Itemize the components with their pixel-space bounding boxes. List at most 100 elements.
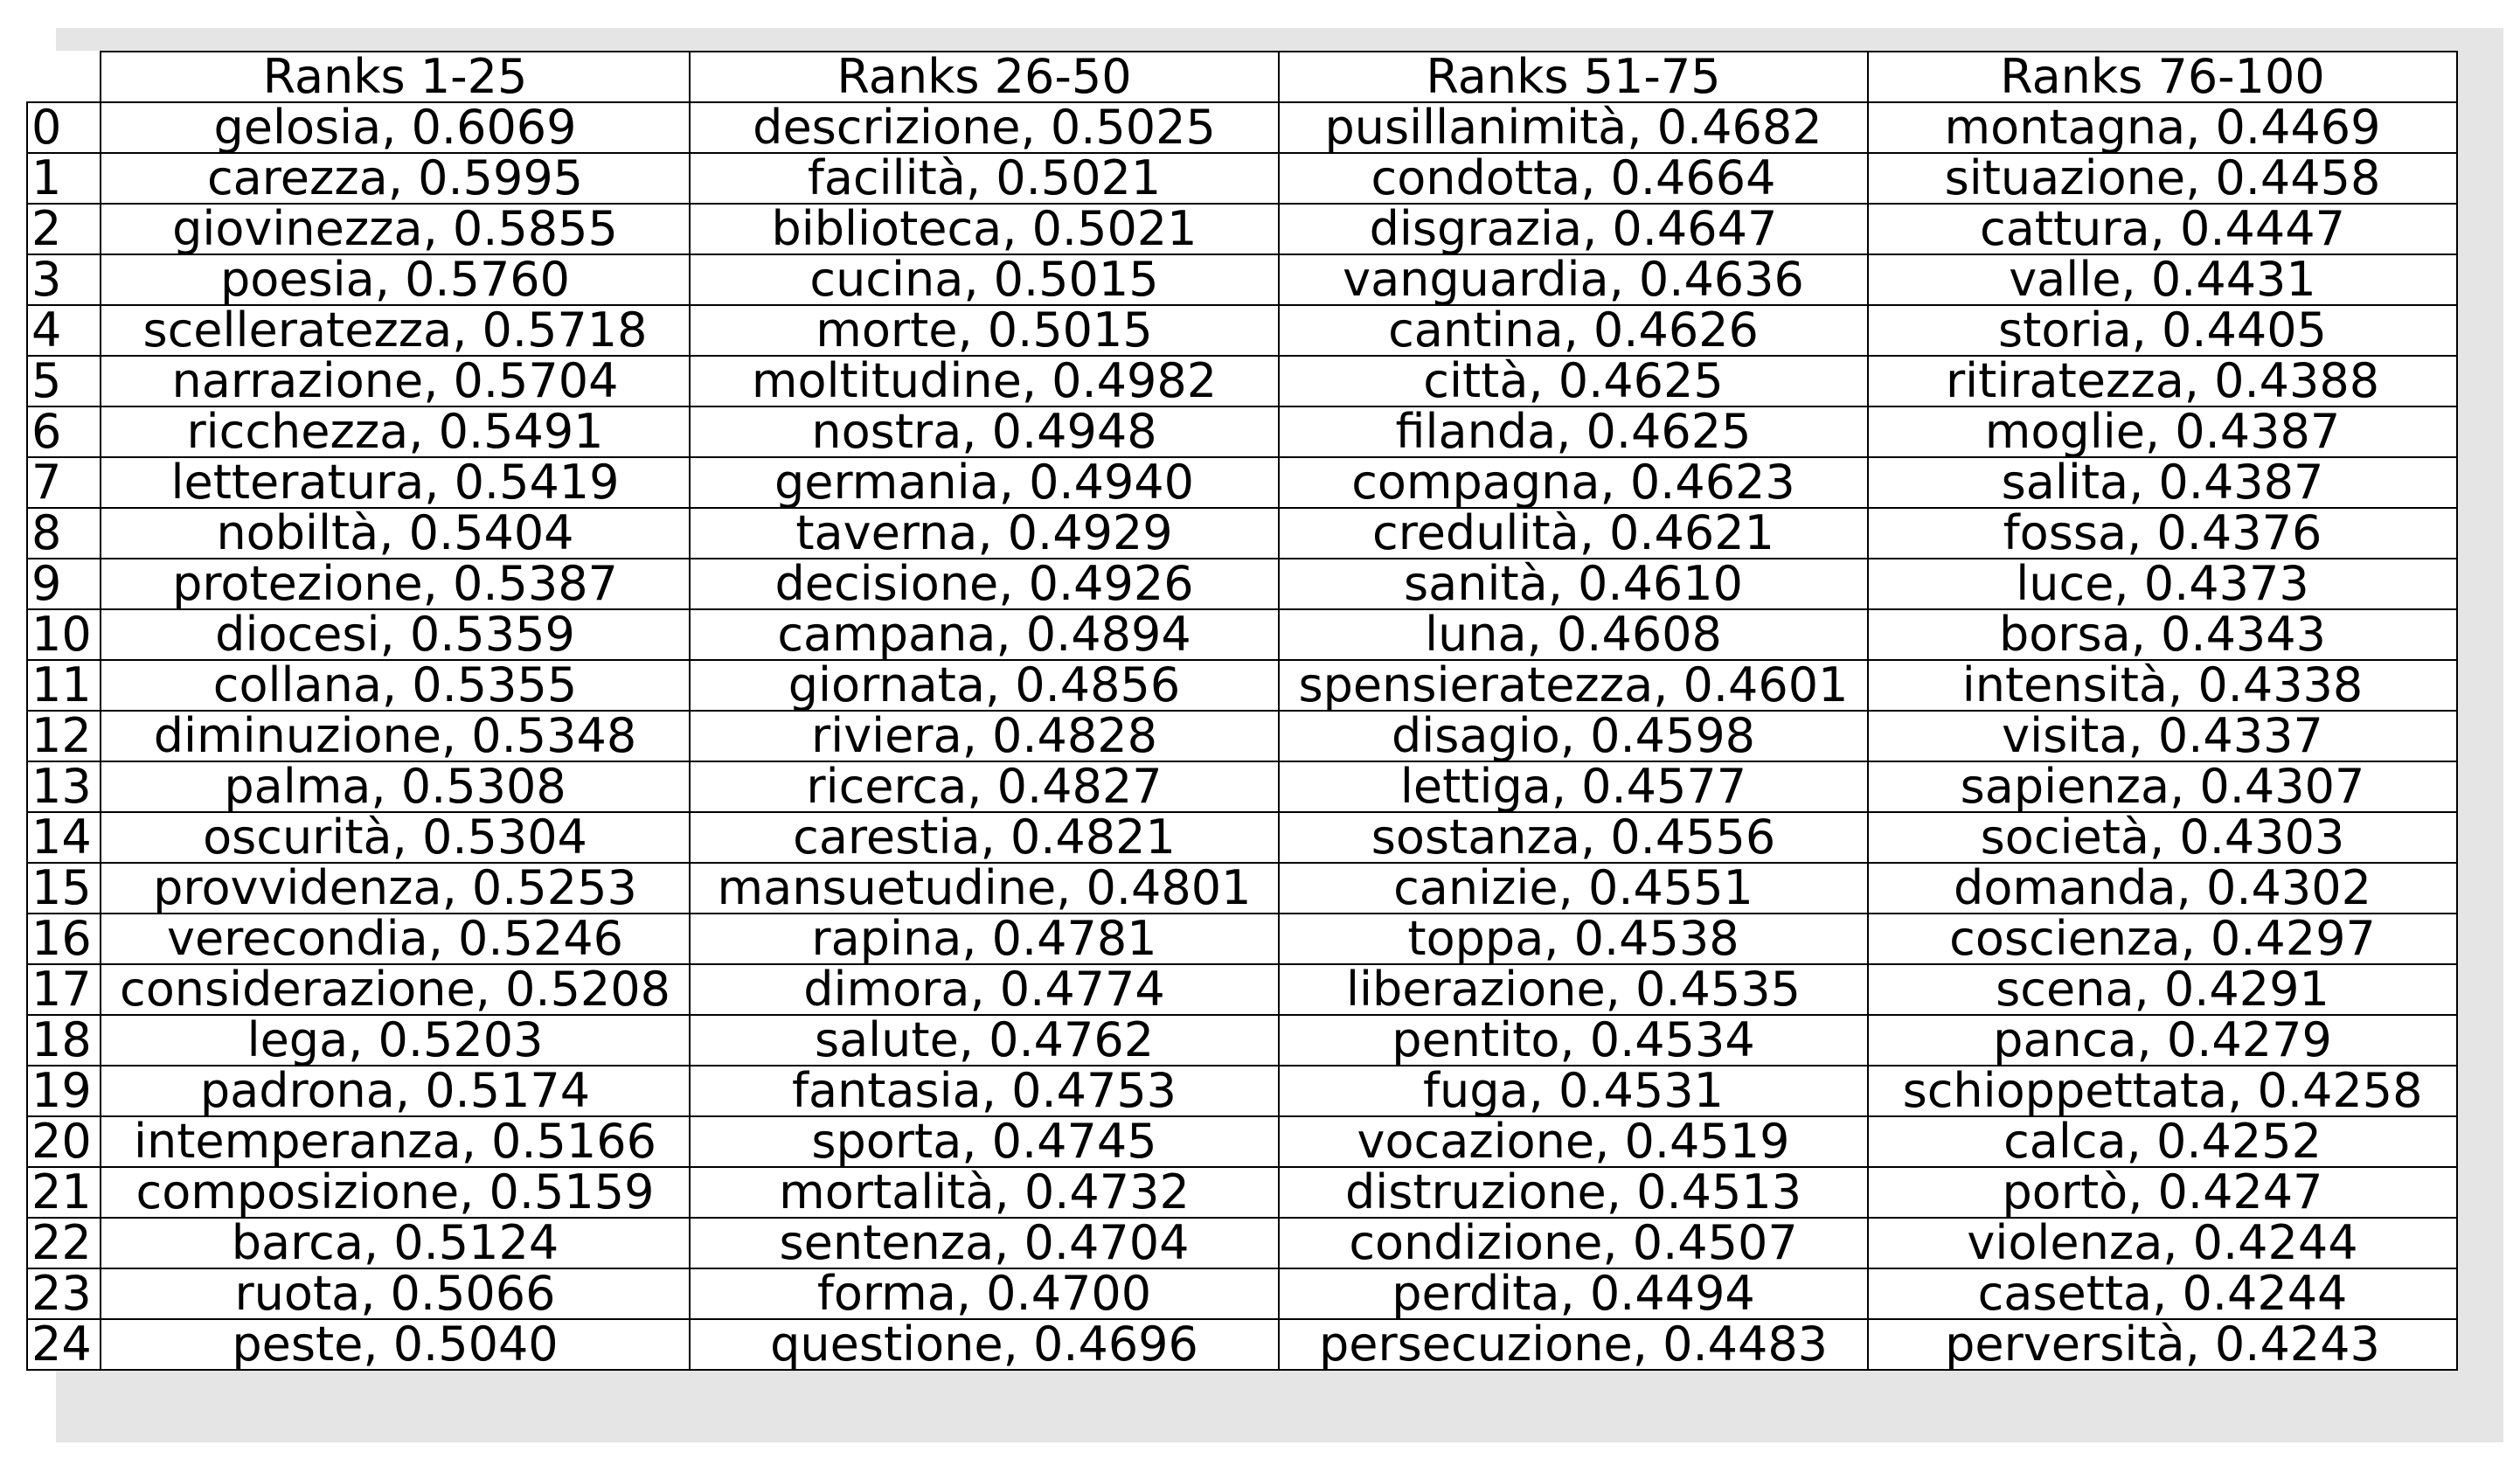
- table-cell: sporta, 0.4745: [689, 1115, 1280, 1168]
- table-cell: cucina, 0.5015: [689, 254, 1280, 306]
- row-index-label: 21: [26, 1166, 101, 1219]
- table-cell: sanità, 0.4610: [1278, 558, 1869, 610]
- table-row: 13 palma, 0.5308 ricerca, 0.4827 lettiga, 0…: [26, 761, 2458, 813]
- row-index-label: 18: [26, 1014, 101, 1066]
- table-cell: moltitudine, 0.4982: [689, 355, 1280, 407]
- table-cell: ruota, 0.5066: [100, 1268, 691, 1320]
- table-cell: domanda, 0.4302: [1867, 862, 2458, 914]
- table-cell: padrona, 0.5174: [100, 1065, 691, 1117]
- table-cell: visita, 0.4337: [1867, 710, 2458, 762]
- row-index-label: 23: [26, 1268, 101, 1320]
- table-cell: violenza, 0.4244: [1867, 1217, 2458, 1269]
- table-cell: borsa, 0.4343: [1867, 608, 2458, 661]
- table-cell: salita, 0.4387: [1867, 456, 2458, 509]
- table-cell: barca, 0.5124: [100, 1217, 691, 1269]
- table-cell: rapina, 0.4781: [689, 913, 1280, 965]
- table-cell: taverna, 0.4929: [689, 507, 1280, 559]
- table-cell: condotta, 0.4664: [1278, 152, 1869, 205]
- table-cell: luna, 0.4608: [1278, 608, 1869, 661]
- ranking-table: Ranks 1-25 Ranks 26-50 Ranks 51-75 Ranks…: [26, 51, 2458, 1371]
- table-cell: narrazione, 0.5704: [100, 355, 691, 407]
- table-cell: casetta, 0.4244: [1867, 1268, 2458, 1320]
- table-cell: perversità, 0.4243: [1867, 1318, 2458, 1371]
- row-index-label: 4: [26, 304, 101, 357]
- row-index-label: 0: [26, 101, 101, 154]
- row-index-label: 13: [26, 761, 101, 813]
- row-index-label: 3: [26, 254, 101, 306]
- table-cell: spensieratezza, 0.4601: [1278, 659, 1869, 712]
- table-cell: carestia, 0.4821: [689, 811, 1280, 864]
- row-index-label: 9: [26, 558, 101, 610]
- table-row: 7 letteratura, 0.5419 germania, 0.4940 comp…: [26, 456, 2458, 509]
- table-cell: mansuetudine, 0.4801: [689, 862, 1280, 914]
- table-cell: valle, 0.4431: [1867, 254, 2458, 306]
- table-row: 17 considerazione, 0.5208 dimora, 0.4774 li…: [26, 963, 2458, 1016]
- table-cell: situazione, 0.4458: [1867, 152, 2458, 205]
- table-cell: ricerca, 0.4827: [689, 761, 1280, 813]
- table-cell: campana, 0.4894: [689, 608, 1280, 661]
- table-cell: composizione, 0.5159: [100, 1166, 691, 1219]
- table-cell: fantasia, 0.4753: [689, 1065, 1280, 1117]
- table-cell: cattura, 0.4447: [1867, 203, 2458, 255]
- table-cell: disagio, 0.4598: [1278, 710, 1869, 762]
- table-cell: biblioteca, 0.5021: [689, 203, 1280, 255]
- table-cell: coscienza, 0.4297: [1867, 913, 2458, 965]
- row-index-label: 12: [26, 710, 101, 762]
- table-cell: giovinezza, 0.5855: [100, 203, 691, 255]
- table-cell: luce, 0.4373: [1867, 558, 2458, 610]
- table-cell: mortalità, 0.4732: [689, 1166, 1280, 1219]
- table-row: 12 diminuzione, 0.5348 riviera, 0.4828 disa…: [26, 710, 2458, 762]
- table-cell: riviera, 0.4828: [689, 710, 1280, 762]
- table-cell: facilità, 0.5021: [689, 152, 1280, 205]
- table-cell: intemperanza, 0.5166: [100, 1115, 691, 1168]
- table-cell: scelleratezza, 0.5718: [100, 304, 691, 357]
- table-cell: peste, 0.5040: [100, 1318, 691, 1371]
- table-cell: vocazione, 0.4519: [1278, 1115, 1869, 1168]
- row-index-label: 16: [26, 913, 101, 965]
- row-index-label: 7: [26, 456, 101, 509]
- table-cell: condizione, 0.4507: [1278, 1217, 1869, 1269]
- table-row: 3 poesia, 0.5760 cucina, 0.5015 vanguardia,…: [26, 254, 2458, 306]
- table-cell: sentenza, 0.4704: [689, 1217, 1280, 1269]
- row-index-label: 15: [26, 862, 101, 914]
- table-row: 6 ricchezza, 0.5491 nostra, 0.4948 filanda,…: [26, 406, 2458, 458]
- table-cell: provvidenza, 0.5253: [100, 862, 691, 914]
- row-index-label: 2: [26, 203, 101, 255]
- table-cell: nobiltà, 0.5404: [100, 507, 691, 559]
- table-cell: città, 0.4625: [1278, 355, 1869, 407]
- row-index-label: 1: [26, 152, 101, 205]
- table-cell: dimora, 0.4774: [689, 963, 1280, 1016]
- table-cell: scena, 0.4291: [1867, 963, 2458, 1016]
- row-index-label: 17: [26, 963, 101, 1016]
- table-cell: letteratura, 0.5419: [100, 456, 691, 509]
- table-cell: oscurità, 0.5304: [100, 811, 691, 864]
- table-cell: moglie, 0.4387: [1867, 406, 2458, 458]
- table-cell: questione, 0.4696: [689, 1318, 1280, 1371]
- table-cell: carezza, 0.5995: [100, 152, 691, 205]
- table-cell: forma, 0.4700: [689, 1268, 1280, 1320]
- table-cell: fuga, 0.4531: [1278, 1065, 1869, 1117]
- table-cell: palma, 0.5308: [100, 761, 691, 813]
- table-row: 24 peste, 0.5040 questione, 0.4696 persecuz…: [26, 1318, 2458, 1371]
- table-cell: società, 0.4303: [1867, 811, 2458, 864]
- column-header: Ranks 76-100: [1867, 51, 2458, 103]
- table-row: 14 oscurità, 0.5304 carestia, 0.4821 sostan…: [26, 811, 2458, 864]
- table-row: 4 scelleratezza, 0.5718 morte, 0.5015 canti…: [26, 304, 2458, 357]
- table-cell: diocesi, 0.5359: [100, 608, 691, 661]
- table-cell: cantina, 0.4626: [1278, 304, 1869, 357]
- column-header: Ranks 26-50: [689, 51, 1280, 103]
- table-row: 11 collana, 0.5355 giornata, 0.4856 spensie…: [26, 659, 2458, 712]
- table-cell: ritiratezza, 0.4388: [1867, 355, 2458, 407]
- table-cell: distruzione, 0.4513: [1278, 1166, 1869, 1219]
- table-row: 21 composizione, 0.5159 mortalità, 0.4732 d…: [26, 1166, 2458, 1219]
- table-cell: decisione, 0.4926: [689, 558, 1280, 610]
- table-row: 19 padrona, 0.5174 fantasia, 0.4753 fuga, 0…: [26, 1065, 2458, 1117]
- table-cell: lettiga, 0.4577: [1278, 761, 1869, 813]
- table-cell: considerazione, 0.5208: [100, 963, 691, 1016]
- row-index-label: 8: [26, 507, 101, 559]
- table-cell: filanda, 0.4625: [1278, 406, 1869, 458]
- row-index-label: 5: [26, 355, 101, 407]
- table-cell: canizie, 0.4551: [1278, 862, 1869, 914]
- table-cell: ricchezza, 0.5491: [100, 406, 691, 458]
- table-cell: panca, 0.4279: [1867, 1014, 2458, 1066]
